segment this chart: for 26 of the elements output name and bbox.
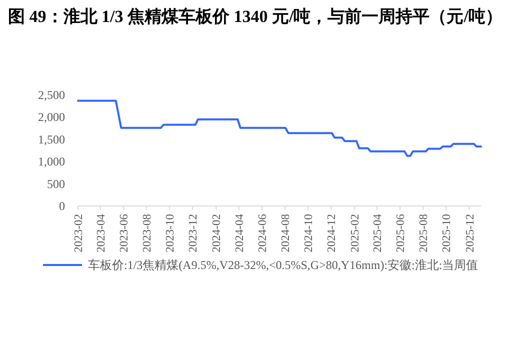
x-tick-label: 2023-06 [118,214,130,252]
x-tick-label: 2024-06 [256,214,269,252]
x-tick-label: 2023-02 [73,214,85,252]
y-tick-label: 0 [59,199,65,213]
x-tick-label: 2025-12 [464,214,476,252]
x-tick-label: 2024-10 [303,214,316,252]
x-tick-label: 2023-04 [95,214,108,252]
x-tick-label: 2025-02 [350,214,362,252]
x-tick-label: 2023-08 [141,214,154,252]
x-tick-label: 2025-10 [441,214,454,252]
x-tick-label: 2024-08 [280,214,292,252]
x-tick-label: 2023-12 [188,214,200,252]
x-tick-label: 2025-06 [395,214,408,252]
x-tick-label: 2025-04 [372,214,384,252]
x-tick-label: 2023-10 [164,214,177,252]
x-tick-label: 2024-04 [234,214,246,252]
x-tick-label: 2025-08 [418,214,430,252]
y-tick-label: 500 [47,176,65,191]
y-tick-label: 1,500 [38,132,65,146]
y-tick-label: 1,000 [38,154,65,169]
x-tick-label: 2024-12 [326,214,338,252]
title: 图 49：淮北 1/3 焦精煤车板价 1340 元/吨，与前一周持平（元/吨） [8,7,502,26]
legend: 车板价:1/3焦精煤(A9.5%,V28-32%,<0.5%S,G>80,Y16mm):安徽:淮北:当周值 [43,258,478,272]
y-tick-label: 2,000 [38,110,65,124]
x-tick-label: 2024-02 [211,214,224,252]
y-tick-label: 2,500 [38,88,65,102]
